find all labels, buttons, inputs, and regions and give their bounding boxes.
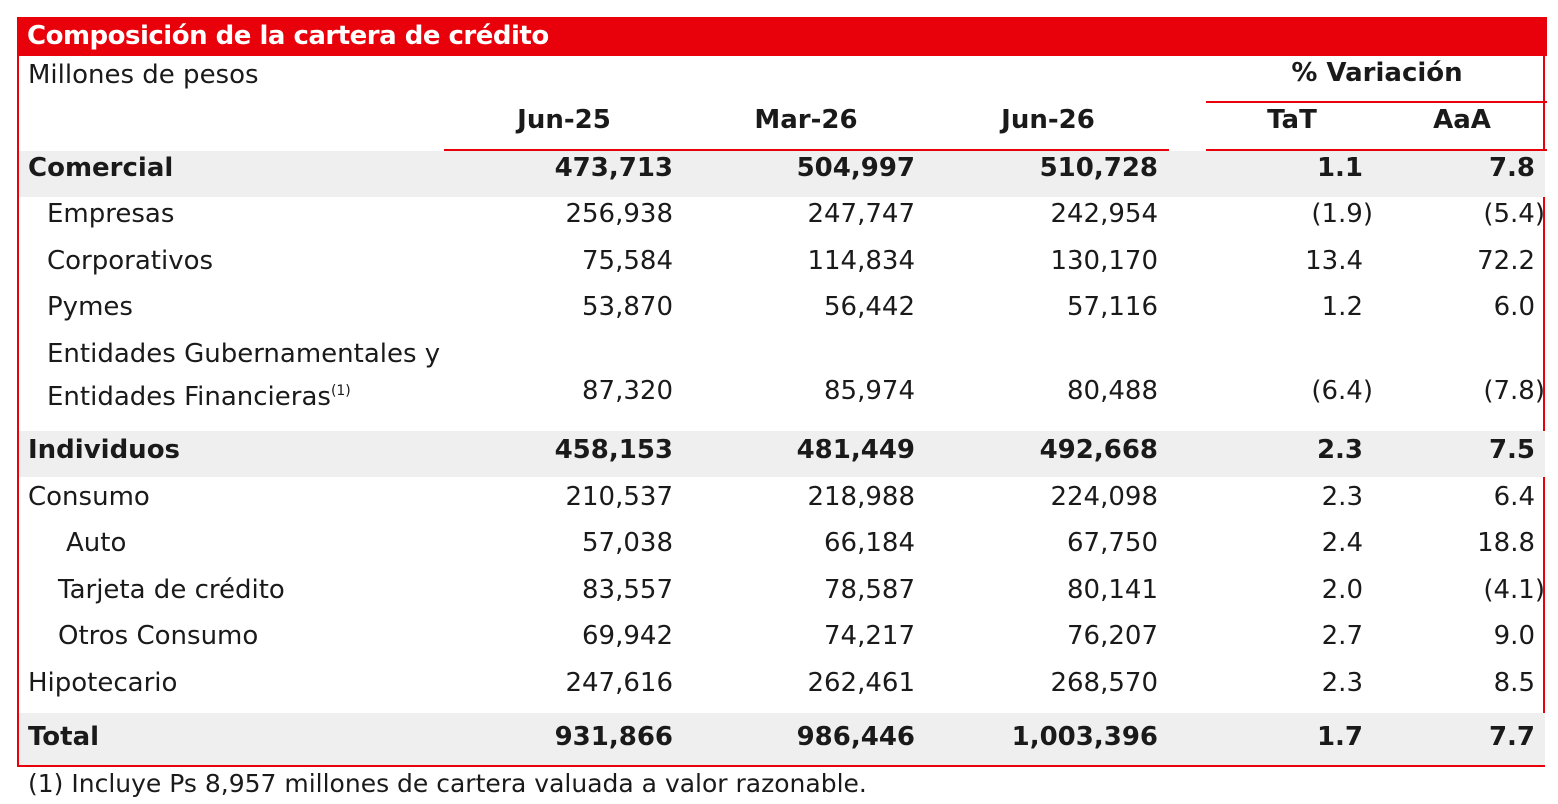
cell-jun26: 67,750 xyxy=(1067,528,1158,558)
cell-tat: 1.2 xyxy=(1321,292,1363,322)
cell-tat: (6.4) xyxy=(1311,376,1373,406)
cell-jun25: 247,616 xyxy=(565,668,673,698)
cell-tat: 1.7 xyxy=(1316,722,1363,752)
cell-jun26: 80,488 xyxy=(1067,376,1158,406)
cell-tat: 2.4 xyxy=(1321,528,1363,558)
cell-jun25: 83,557 xyxy=(582,575,673,605)
footnote-mark: (1) xyxy=(330,383,351,399)
units-label: Millones de pesos xyxy=(28,60,259,90)
cell-aaa: 8.5 xyxy=(1493,668,1535,698)
cell-aaa: 6.4 xyxy=(1493,482,1535,512)
table-title: Composición de la cartera de crédito xyxy=(17,17,1547,56)
cell-aaa: 7.7 xyxy=(1488,722,1535,752)
cell-jun26: 510,728 xyxy=(1039,153,1158,183)
row-shade-comercial xyxy=(19,151,1545,197)
cell-jun25: 458,153 xyxy=(554,435,673,465)
row-label: Consumo xyxy=(28,482,150,512)
col-header-aaa: AaA xyxy=(1433,105,1491,135)
cell-mar26: 114,834 xyxy=(807,246,915,276)
cell-mar26: 481,449 xyxy=(796,435,915,465)
cell-mar26: 85,974 xyxy=(824,376,915,406)
cell-tat: (1.9) xyxy=(1311,199,1373,229)
cell-aaa: 9.0 xyxy=(1493,621,1535,651)
variation-header: % Variación xyxy=(1291,58,1463,88)
cell-mar26: 218,988 xyxy=(807,482,915,512)
row-label: Pymes xyxy=(47,292,133,322)
cell-aaa: 72.2 xyxy=(1477,246,1535,276)
cell-tat: 1.1 xyxy=(1316,153,1363,183)
row-shade-total xyxy=(19,713,1545,765)
cell-jun26: 80,141 xyxy=(1067,575,1158,605)
cell-mar26: 56,442 xyxy=(824,292,915,322)
cell-mar26: 78,587 xyxy=(824,575,915,605)
cell-aaa: 7.8 xyxy=(1488,153,1535,183)
cell-tat: 2.3 xyxy=(1321,482,1363,512)
row-label: Corporativos xyxy=(47,246,214,276)
cell-mar26: 66,184 xyxy=(824,528,915,558)
row-label: Tarjeta de crédito xyxy=(58,575,285,605)
cell-aaa: (7.8) xyxy=(1483,376,1545,406)
cell-jun25: 931,866 xyxy=(554,722,673,752)
period-header-underline xyxy=(444,149,1169,151)
cell-mar26: 247,747 xyxy=(807,199,915,229)
cell-jun25: 57,038 xyxy=(582,528,673,558)
cell-jun26: 268,570 xyxy=(1050,668,1158,698)
cell-jun25: 69,942 xyxy=(582,621,673,651)
col-header-tat: TaT xyxy=(1267,105,1317,135)
cell-jun26: 224,098 xyxy=(1050,482,1158,512)
cell-tat: 13.4 xyxy=(1305,246,1363,276)
row-label: Otros Consumo xyxy=(58,621,259,651)
row-label: Comercial xyxy=(28,153,174,183)
cell-mar26: 74,217 xyxy=(824,621,915,651)
cell-jun25: 210,537 xyxy=(565,482,673,512)
cell-jun25: 75,584 xyxy=(582,246,673,276)
row-label: Auto xyxy=(66,528,127,558)
cell-jun26: 57,116 xyxy=(1067,292,1158,322)
cell-jun25: 87,320 xyxy=(582,376,673,406)
row-label: Total xyxy=(28,722,100,752)
cell-mar26: 986,446 xyxy=(796,722,915,752)
row-label-line1: Entidades Gubernamentales y xyxy=(47,339,441,369)
cell-jun25: 53,870 xyxy=(582,292,673,322)
cell-jun25: 473,713 xyxy=(554,153,673,183)
cell-aaa: 7.5 xyxy=(1488,435,1535,465)
row-label: Hipotecario xyxy=(28,668,178,698)
cell-jun26: 1,003,396 xyxy=(1011,722,1158,752)
row-label-text: Entidades Financieras xyxy=(47,382,331,412)
row-label-line2: Entidades Financieras(1) xyxy=(47,376,351,412)
cell-tat: 2.7 xyxy=(1321,621,1363,651)
row-shade-individuos xyxy=(19,431,1545,477)
cell-jun26: 492,668 xyxy=(1039,435,1158,465)
variation-header-underline xyxy=(1206,149,1547,151)
col-header-jun26: Jun-26 xyxy=(1001,105,1095,135)
cell-aaa: 18.8 xyxy=(1477,528,1535,558)
cell-jun26: 76,207 xyxy=(1067,621,1158,651)
col-header-jun25: Jun-25 xyxy=(517,105,611,135)
cell-jun25: 256,938 xyxy=(565,199,673,229)
cell-tat: 2.3 xyxy=(1321,668,1363,698)
cell-aaa: (4.1) xyxy=(1483,575,1545,605)
col-header-mar26: Mar-26 xyxy=(754,105,858,135)
cell-tat: 2.0 xyxy=(1321,575,1363,605)
variation-divider xyxy=(1206,101,1547,103)
cell-tat: 2.3 xyxy=(1316,435,1363,465)
row-label: Empresas xyxy=(47,199,175,229)
cell-aaa: 6.0 xyxy=(1493,292,1535,322)
cell-mar26: 262,461 xyxy=(807,668,915,698)
cell-jun26: 242,954 xyxy=(1050,199,1158,229)
cell-jun26: 130,170 xyxy=(1050,246,1158,276)
row-label: Individuos xyxy=(28,435,181,465)
cell-aaa: (5.4) xyxy=(1483,199,1545,229)
footnote: (1) Incluye Ps 8,957 millones de cartera… xyxy=(28,769,867,798)
cell-mar26: 504,997 xyxy=(796,153,915,183)
